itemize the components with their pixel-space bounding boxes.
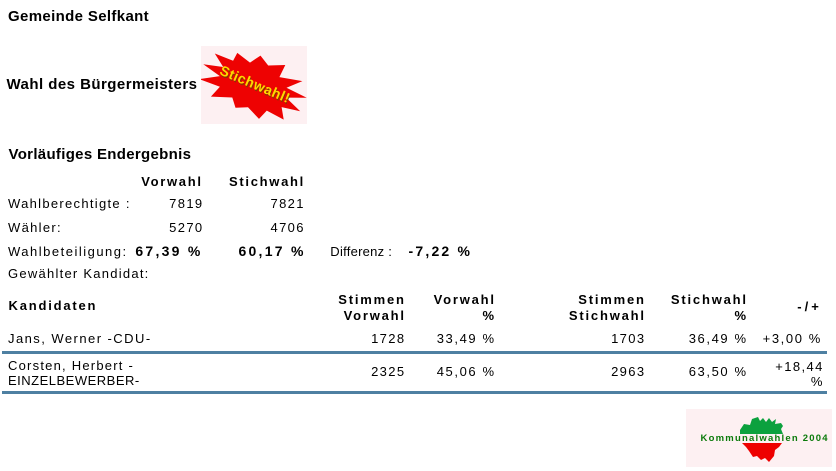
svg-text:Kommunalwahlen 2004: Kommunalwahlen 2004 <box>701 433 829 444</box>
